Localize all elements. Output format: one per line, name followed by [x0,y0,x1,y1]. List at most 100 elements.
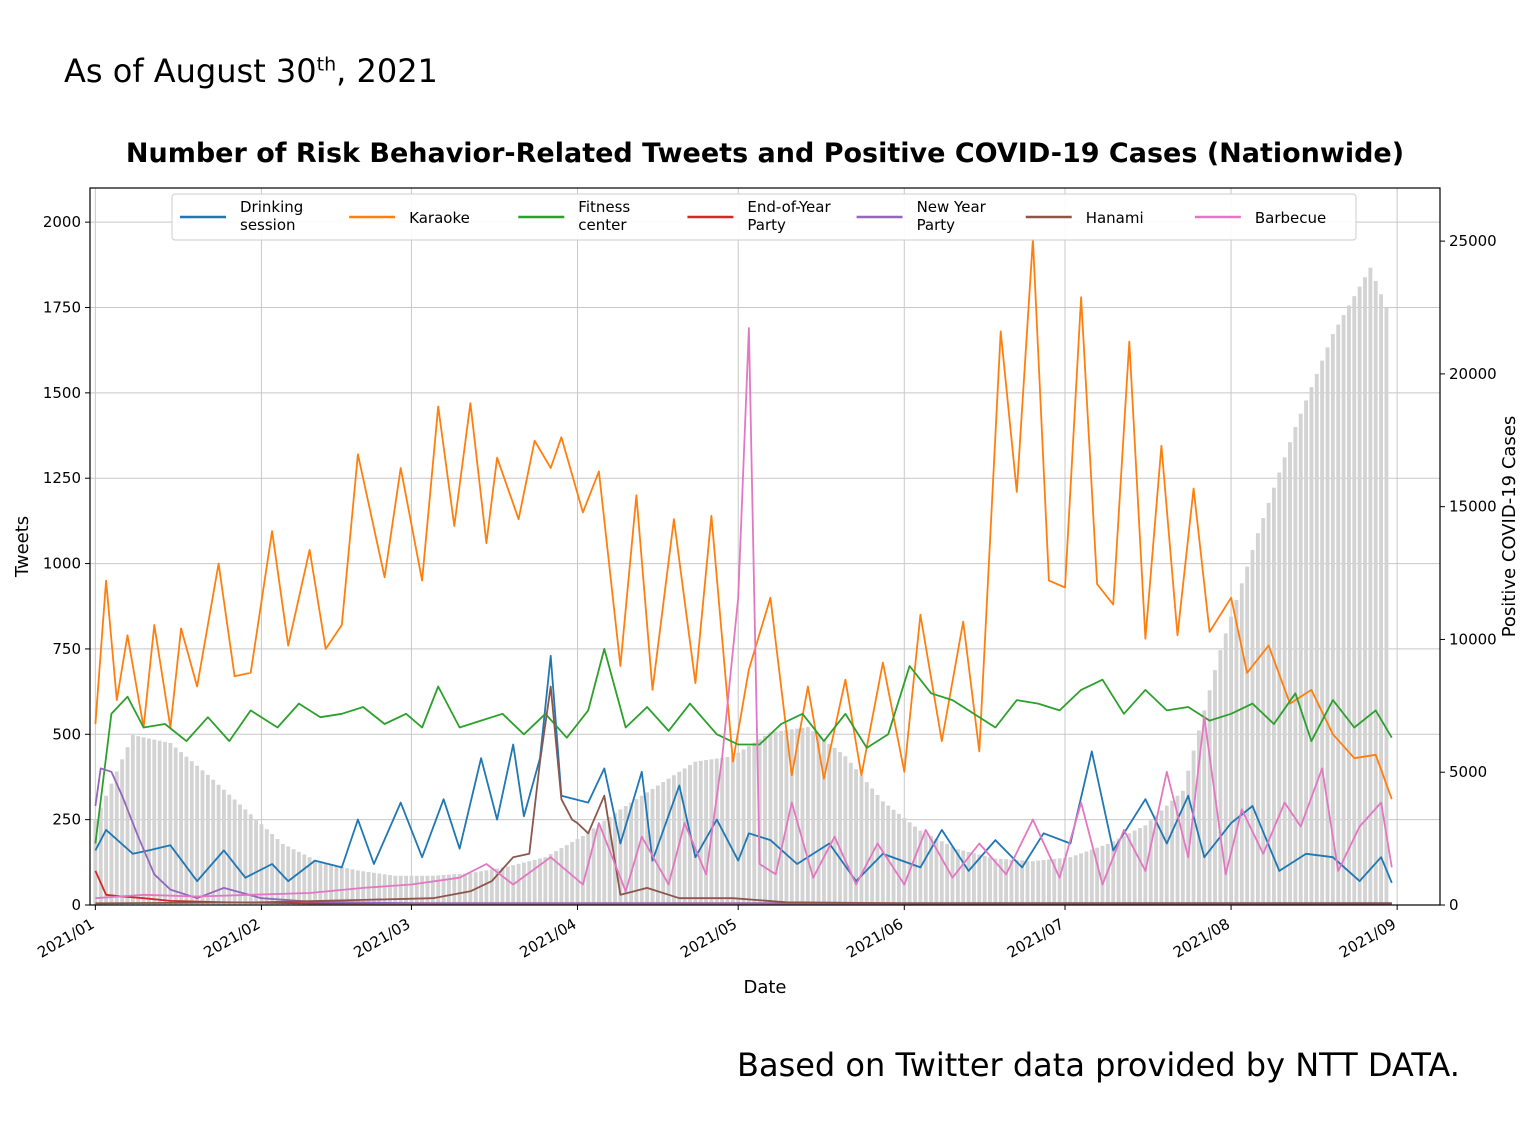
cases-bar [1095,847,1100,905]
plot-frame [89,187,1441,906]
cases-bar [768,732,773,905]
cases-bar [682,768,687,905]
cases-bar [586,832,591,905]
cases-bar [629,802,633,905]
legend: Drinking session Karaoke Fitness center End-o… [171,193,1357,241]
cases-bar [1079,853,1083,905]
cases-bar [216,784,221,905]
y-tick-label: 750 [52,640,81,658]
cases-bar [393,875,398,905]
cases-bar [1363,277,1367,906]
cases-bar [125,747,130,905]
cases-bar [1325,347,1330,905]
legend-label-line: End-of-Year [747,198,831,216]
cases-bar [98,807,103,905]
cases-bar [939,841,944,905]
cases-bar [339,867,344,905]
y-tick-label: 1500 [43,384,81,402]
cases-bar [934,838,939,905]
cases-bar [1255,533,1260,905]
cases-bar [1347,305,1351,906]
cases-bar [1330,334,1335,905]
cases-bar [398,875,403,905]
cases-bar [189,761,194,905]
cases-bar [270,834,275,905]
cases-bar [1014,860,1019,905]
cases-bar [875,794,880,905]
legend-label: New Year Party [917,198,987,234]
cases-bar [1250,549,1255,905]
cases-bar [870,788,875,905]
cases-bar [495,868,500,905]
x-tick-label: 2021/05 [677,915,740,962]
cases-bar [955,849,960,905]
cases-bar [1047,859,1051,905]
cases-bar [1105,843,1110,905]
cases-bar [152,739,157,905]
legend-label-line: Fitness [578,198,630,216]
cases-bar [779,730,783,905]
y-tick-label: 1750 [43,299,81,317]
cases-bar [591,828,596,905]
cases-bar [200,770,205,905]
cases-bar [564,845,569,905]
cases-bar [623,805,628,905]
cases-bar [923,833,928,905]
series-line-hanami [95,685,1392,905]
cases-bar [522,862,526,905]
y-axis-title-right: Positive COVID-19 Cases [1499,416,1520,638]
y-axis-title-left: Tweets [12,516,33,578]
cases-bar [173,747,178,905]
cases-bar [1111,841,1116,905]
cases-bar [404,875,408,905]
cases-bar [1154,815,1158,905]
legend-box [171,193,1357,241]
cases-bar [1320,360,1325,906]
cases-bar [147,738,151,905]
cases-bar [1116,838,1121,905]
x-tick-label: 2021/03 [350,915,413,962]
cases-bar [463,873,467,905]
x-axis-title: Date [743,977,786,998]
cases-bar [1245,566,1250,905]
cases-bar [479,871,483,905]
cases-bar [195,765,200,905]
cases-bar [259,824,264,905]
legend-label-line: Party [917,216,956,234]
y-tick-label: 250 [52,811,81,829]
cases-bar [179,752,183,905]
cases-bar [1207,690,1212,905]
cases-bar [988,857,992,905]
cases-bar [1186,770,1191,905]
cases-bar [1159,810,1164,905]
cases-bar [1229,616,1233,905]
cases-bar [763,735,767,905]
cases-bar [1009,859,1014,905]
x-tick-label: 2021/06 [843,915,906,962]
cases-bar [1223,633,1228,905]
cases-bar [543,857,548,905]
cases-bar [1004,859,1008,905]
cases-bar [409,875,414,905]
cases-bar [205,774,210,905]
cases-bar [1073,855,1078,905]
cases-bar [457,873,462,905]
cases-bar [436,875,441,905]
legend-label: Hanami [1086,209,1144,227]
cases-bar [1057,858,1062,905]
cases-bar [982,855,987,905]
cases-bar [859,775,864,905]
cases-bar [618,809,623,905]
as-of-date-prefix: As of August 30 [64,52,317,90]
cases-bar [1127,833,1132,905]
cases-bar [1148,820,1153,905]
cases-bar [1341,315,1346,906]
legend-label: Fitness center [578,198,630,234]
cases-bar [350,869,355,905]
chart-title: Number of Risk Behavior-Related Tweets a… [125,138,1405,169]
cases-bar [1272,487,1276,905]
cases-bar [157,740,162,905]
cases-bar [1052,858,1057,905]
cases-bar [1293,427,1298,905]
